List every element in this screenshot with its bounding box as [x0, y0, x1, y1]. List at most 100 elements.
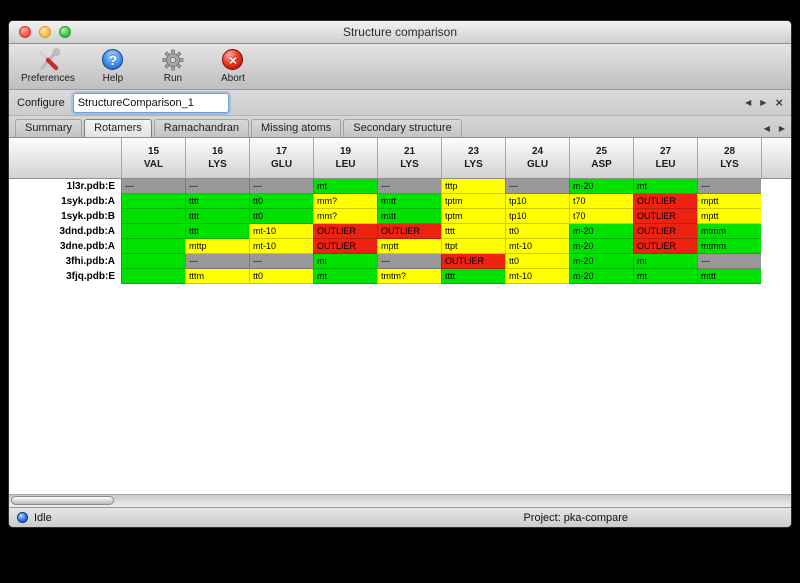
rotamer-cell[interactable]: OUTLIER: [633, 194, 697, 209]
view-forward-icon[interactable]: ▶: [760, 98, 767, 107]
rotamer-cell[interactable]: tt0: [505, 224, 569, 239]
rotamer-cell[interactable]: ---: [377, 254, 441, 269]
row-label[interactable]: 3dne.pdb:A: [9, 239, 121, 254]
rotamer-cell[interactable]: ---: [249, 179, 313, 194]
rotamer-cell[interactable]: mt: [313, 179, 377, 194]
row-label[interactable]: 1syk.pdb:A: [9, 194, 121, 209]
rotamer-cell[interactable]: mm?: [313, 194, 377, 209]
column-header[interactable]: 25 ASP: [569, 138, 633, 178]
rotamer-cell[interactable]: OUTLIER: [377, 224, 441, 239]
tab-secondary-structure[interactable]: Secondary structure: [343, 119, 462, 137]
rotamer-cell[interactable]: [121, 269, 185, 284]
rotamer-cell[interactable]: mptt: [697, 209, 761, 224]
rotamer-cell[interactable]: tt0: [505, 254, 569, 269]
column-header[interactable]: 27 LEU: [633, 138, 697, 178]
rotamer-cell[interactable]: mttt: [377, 209, 441, 224]
rotamer-cell[interactable]: [121, 209, 185, 224]
rotamer-cell[interactable]: mttt: [697, 269, 761, 284]
rotamer-cell[interactable]: tttp: [441, 179, 505, 194]
rotamer-cell[interactable]: OUTLIER: [313, 239, 377, 254]
rotamer-cell[interactable]: tttt: [185, 224, 249, 239]
rotamer-cell[interactable]: tmtm?: [377, 269, 441, 284]
run-button[interactable]: Run: [151, 47, 195, 84]
rotamer-cell[interactable]: ttpt: [441, 239, 505, 254]
tab-summary[interactable]: Summary: [15, 119, 83, 137]
abort-button[interactable]: × Abort: [211, 47, 255, 84]
rotamer-cell[interactable]: OUTLIER: [633, 239, 697, 254]
rotamer-cell[interactable]: m-20: [569, 224, 633, 239]
preferences-button[interactable]: Preferences: [21, 47, 75, 84]
title-bar[interactable]: Structure comparison: [9, 21, 791, 44]
rotamer-cell[interactable]: OUTLIER: [633, 224, 697, 239]
rotamer-cell[interactable]: m-20: [569, 239, 633, 254]
row-label[interactable]: 1l3r.pdb:E: [9, 179, 121, 194]
rotamer-cell[interactable]: ---: [377, 179, 441, 194]
help-button[interactable]: ? Help: [91, 47, 135, 84]
rotamer-cell[interactable]: tp10: [505, 194, 569, 209]
row-label[interactable]: 3fhi.pdb:A: [9, 254, 121, 269]
horizontal-scrollbar[interactable]: [9, 494, 791, 507]
rotamer-cell[interactable]: ---: [249, 254, 313, 269]
rotamer-cell[interactable]: mt-10: [505, 239, 569, 254]
rotamer-cell[interactable]: mt-10: [249, 239, 313, 254]
rotamer-cell[interactable]: OUTLIER: [441, 254, 505, 269]
rotamer-cell[interactable]: mt: [313, 254, 377, 269]
rotamer-cell[interactable]: ---: [505, 179, 569, 194]
rotamer-cell[interactable]: mt: [633, 179, 697, 194]
rotamer-cell[interactable]: ---: [185, 179, 249, 194]
rotamer-cell[interactable]: [121, 194, 185, 209]
configuration-name-input[interactable]: [72, 92, 229, 113]
rotamer-cell[interactable]: tt0: [249, 194, 313, 209]
rotamer-cell[interactable]: ---: [697, 179, 761, 194]
rotamer-cell[interactable]: tttt: [441, 269, 505, 284]
rotamer-cell[interactable]: mt: [313, 269, 377, 284]
view-close-icon[interactable]: ×: [775, 94, 783, 110]
column-header[interactable]: 16 LYS: [185, 138, 249, 178]
row-label[interactable]: 3fjq.pdb:E: [9, 269, 121, 284]
rotamer-cell[interactable]: t70: [569, 194, 633, 209]
minimize-button[interactable]: [39, 26, 51, 38]
tab-rotamers[interactable]: Rotamers: [84, 119, 152, 137]
rotamer-cell[interactable]: mt-10: [505, 269, 569, 284]
rotamer-cell[interactable]: OUTLIER: [313, 224, 377, 239]
rotamer-cell[interactable]: mptt: [377, 239, 441, 254]
close-button[interactable]: [19, 26, 31, 38]
column-header[interactable]: 21 LYS: [377, 138, 441, 178]
rotamer-cell[interactable]: mtmm: [697, 239, 761, 254]
rotamer-cell[interactable]: tttt: [185, 209, 249, 224]
rotamer-cell[interactable]: mt: [633, 269, 697, 284]
tab-scroll-left-icon[interactable]: ◀: [763, 124, 770, 133]
rotamer-cell[interactable]: tptm: [441, 209, 505, 224]
rotamer-cell[interactable]: m-20: [569, 254, 633, 269]
row-label[interactable]: 1syk.pdb:B: [9, 209, 121, 224]
rotamer-cell[interactable]: OUTLIER: [633, 209, 697, 224]
rotamer-cell[interactable]: tttt: [185, 194, 249, 209]
tab-missing-atoms[interactable]: Missing atoms: [250, 119, 342, 137]
rotamer-cell[interactable]: tptm: [441, 194, 505, 209]
rotamer-cell[interactable]: tt0: [249, 269, 313, 284]
column-header[interactable]: 17 GLU: [249, 138, 313, 178]
column-header[interactable]: 19 LEU: [313, 138, 377, 178]
rotamer-cell[interactable]: mm?: [313, 209, 377, 224]
view-back-icon[interactable]: ◀: [745, 98, 752, 107]
rotamer-cell[interactable]: tttt: [441, 224, 505, 239]
row-label[interactable]: 3dnd.pdb:A: [9, 224, 121, 239]
rotamer-cell[interactable]: mt-10: [249, 224, 313, 239]
tab-ramachandran[interactable]: Ramachandran: [153, 119, 249, 137]
rotamer-cell[interactable]: mptt: [697, 194, 761, 209]
horizontal-scrollbar-thumb[interactable]: [11, 496, 114, 505]
rotamer-cell[interactable]: tp10: [505, 209, 569, 224]
rotamer-cell[interactable]: tttm: [185, 269, 249, 284]
rotamer-cell[interactable]: mtmm: [697, 224, 761, 239]
column-header[interactable]: 28 LYS: [697, 138, 761, 178]
rotamer-cell[interactable]: mttp: [185, 239, 249, 254]
rotamer-cell[interactable]: tt0: [249, 209, 313, 224]
rotamer-cell[interactable]: ---: [185, 254, 249, 269]
rotamer-cell[interactable]: [121, 224, 185, 239]
zoom-button[interactable]: [59, 26, 71, 38]
rotamer-cell[interactable]: mt: [633, 254, 697, 269]
rotamer-cell[interactable]: ---: [697, 254, 761, 269]
rotamer-cell[interactable]: [121, 254, 185, 269]
rotamer-cell[interactable]: [121, 239, 185, 254]
rotamer-cell[interactable]: m-20: [569, 179, 633, 194]
